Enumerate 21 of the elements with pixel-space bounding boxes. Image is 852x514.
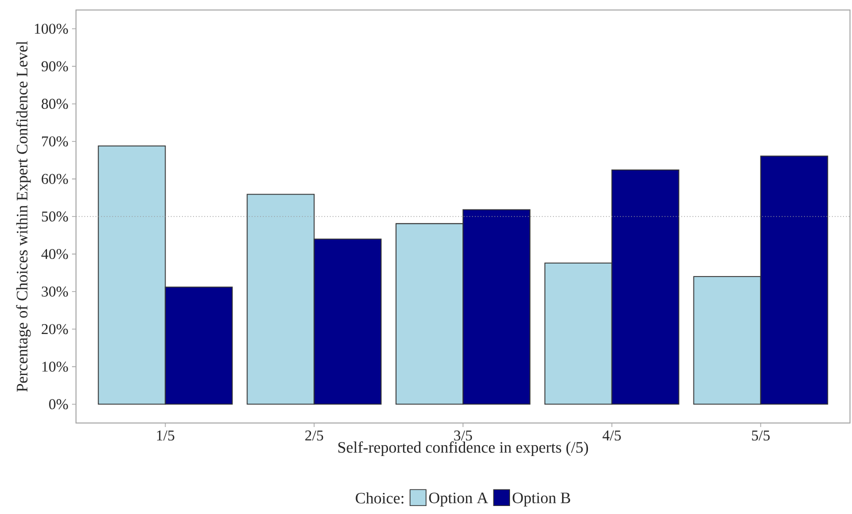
y-tick-label: 40% <box>41 248 68 260</box>
y-axis-title: Percentage of Choices within Expert Confidence Level <box>16 41 31 392</box>
x-axis-title: Self-reported confidence in experts (/5) <box>338 441 588 456</box>
x-tick-label: 2/5 <box>305 430 324 441</box>
x-tick-label: 5/5 <box>752 430 770 441</box>
y-tick-label: 20% <box>42 324 68 334</box>
y-tick-label: 50% <box>42 211 68 222</box>
x-tick-label: 4/5 <box>602 430 621 441</box>
y-tick-label: 100% <box>34 24 68 34</box>
y-tick-label: 10% <box>42 362 68 372</box>
y-tick-label: 70% <box>42 136 68 146</box>
y-tick-label: 30% <box>42 286 68 297</box>
x-tick-label: 1/5 <box>157 430 174 441</box>
legend-label: Option A <box>429 492 488 507</box>
y-tick-label: 80% <box>42 98 68 109</box>
y-tick-label: 60% <box>42 174 68 184</box>
x-tick-label: 3/5 <box>454 430 472 441</box>
y-tick-label: 90% <box>42 61 68 72</box>
y-tick-label: 0% <box>49 399 68 410</box>
legend-label: Option B <box>512 492 570 507</box>
legend-title: Choice: <box>356 492 404 504</box>
